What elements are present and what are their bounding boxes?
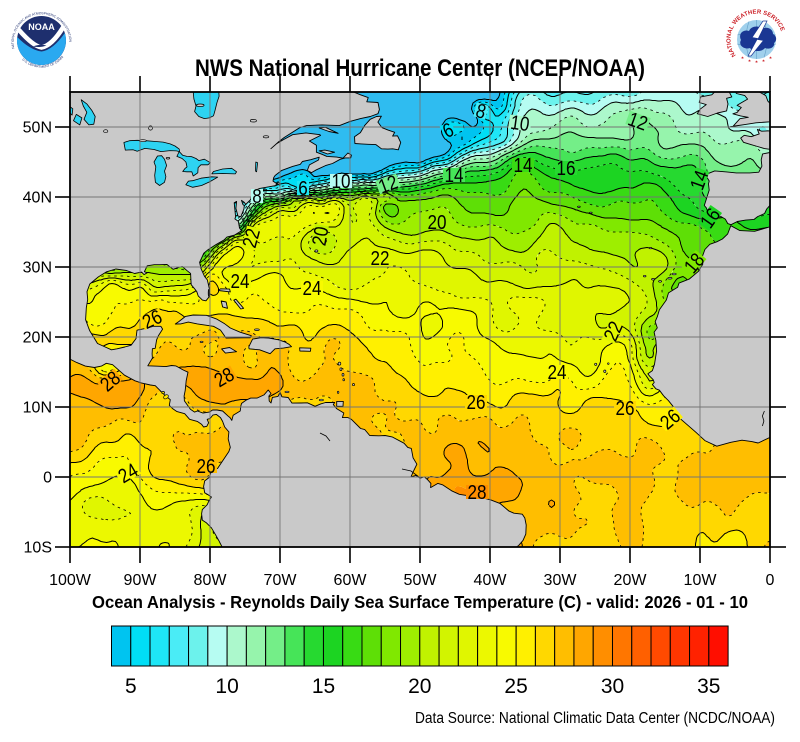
svg-text:20W: 20W — [614, 572, 648, 589]
svg-text:24: 24 — [231, 271, 250, 293]
svg-text:10: 10 — [332, 171, 351, 193]
svg-text:70W: 70W — [264, 572, 298, 589]
svg-text:10S: 10S — [24, 540, 52, 557]
svg-text:80W: 80W — [194, 572, 228, 589]
svg-text:0: 0 — [43, 470, 52, 487]
svg-text:Ocean Analysis - Reynolds Dail: Ocean Analysis - Reynolds Daily Sea Surf… — [92, 592, 748, 612]
svg-text:0: 0 — [766, 572, 775, 589]
svg-text:26: 26 — [197, 456, 216, 478]
svg-text:14: 14 — [445, 165, 464, 187]
svg-text:Data Source: National Climatic: Data Source: National Climatic Data Cent… — [415, 710, 775, 727]
svg-text:30: 30 — [601, 675, 624, 698]
svg-text:50N: 50N — [23, 120, 52, 137]
svg-text:100W: 100W — [49, 572, 92, 589]
svg-text:30W: 30W — [544, 572, 578, 589]
svg-text:10W: 10W — [684, 572, 718, 589]
svg-text:28: 28 — [468, 482, 487, 504]
svg-text:10: 10 — [509, 112, 531, 136]
svg-text:30N: 30N — [23, 260, 52, 277]
svg-text:20: 20 — [309, 225, 334, 248]
svg-text:20: 20 — [408, 675, 431, 698]
svg-text:15: 15 — [312, 675, 335, 698]
svg-text:20N: 20N — [23, 330, 52, 347]
svg-text:60W: 60W — [334, 572, 368, 589]
svg-text:6: 6 — [298, 178, 308, 200]
svg-text:50W: 50W — [404, 572, 438, 589]
svg-text:40N: 40N — [23, 190, 52, 207]
svg-text:10N: 10N — [23, 400, 52, 417]
svg-text:22: 22 — [371, 248, 390, 270]
svg-text:26: 26 — [467, 392, 486, 414]
svg-text:NOAA: NOAA — [28, 22, 55, 32]
svg-text:25: 25 — [504, 675, 527, 698]
svg-text:40W: 40W — [474, 572, 508, 589]
svg-text:26: 26 — [616, 398, 635, 420]
svg-text:16: 16 — [557, 158, 576, 180]
svg-text:24: 24 — [303, 278, 322, 300]
svg-text:90W: 90W — [124, 572, 158, 589]
svg-text:14: 14 — [514, 155, 533, 177]
svg-text:10: 10 — [215, 675, 238, 698]
svg-text:NWS National Hurricane Center: NWS National Hurricane Center (NCEP/NOAA… — [195, 55, 645, 82]
svg-text:24: 24 — [548, 362, 567, 384]
svg-text:8: 8 — [252, 186, 262, 208]
svg-text:35: 35 — [697, 675, 720, 698]
svg-text:20: 20 — [428, 212, 447, 234]
svg-text:5: 5 — [125, 675, 137, 698]
